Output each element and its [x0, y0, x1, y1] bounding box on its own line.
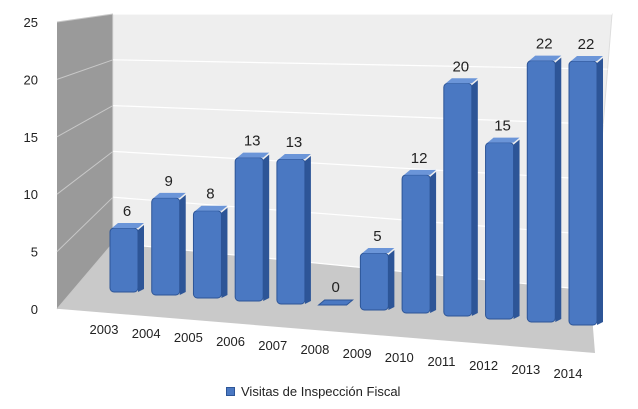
bar-top-2014 — [571, 56, 603, 61]
legend-swatch — [226, 387, 235, 396]
data-label-2014: 22 — [578, 36, 595, 53]
x-tick-label-2012: 2012 — [469, 358, 498, 373]
y-tick-label: 10 — [24, 187, 38, 202]
bar-top-2007 — [278, 154, 311, 160]
bar-side-2006 — [263, 154, 270, 301]
data-label-2010: 12 — [411, 150, 428, 167]
y-tick-label: 15 — [24, 130, 38, 145]
bar-2005 — [192, 210, 222, 299]
bar-side-2011 — [471, 80, 478, 316]
bar-side-2012 — [513, 139, 520, 319]
gridline-15 — [112, 105, 604, 125]
bar-2004 — [151, 197, 181, 296]
side-gridline-25 — [56, 13, 114, 23]
bar-2013 — [526, 60, 556, 323]
x-tick-label-2007: 2007 — [258, 338, 287, 353]
bar-side-2003 — [138, 225, 144, 292]
bar-2003 — [109, 227, 139, 293]
legend: Visitas de Inspección Fiscal — [226, 384, 400, 399]
bar-side-2005 — [221, 207, 228, 298]
bar-top-2005 — [195, 205, 228, 211]
x-tick-label-2005: 2005 — [174, 330, 203, 345]
legend-label: Visitas de Inspección Fiscal — [241, 384, 401, 399]
bar-2008 — [317, 299, 355, 306]
bar-2014 — [568, 60, 598, 326]
bar-2009 — [359, 252, 389, 311]
bar-side-2013 — [555, 57, 562, 323]
bar-top-2006 — [237, 152, 270, 158]
bar-top-2010 — [404, 169, 437, 175]
bar-side-2010 — [430, 171, 437, 313]
data-label-2006: 13 — [244, 133, 261, 150]
x-tick-label-2010: 2010 — [385, 350, 414, 365]
data-label-2009: 5 — [373, 228, 381, 245]
bar-2011 — [443, 82, 473, 317]
bar-top-2003 — [112, 223, 144, 228]
bar-top-2004 — [153, 192, 186, 198]
y-tick-label: 5 — [31, 245, 38, 260]
bar-top-2011 — [445, 78, 478, 84]
x-tick-label-2003: 2003 — [90, 322, 119, 337]
data-label-2003: 6 — [123, 203, 131, 220]
floor — [57, 243, 595, 353]
side-gridline-0 — [56, 242, 114, 310]
data-label-2013: 22 — [536, 36, 553, 53]
gridline-20 — [112, 59, 608, 70]
y-tick-label: 25 — [24, 15, 38, 30]
data-label-2011: 20 — [452, 58, 469, 75]
bar-2006 — [234, 157, 264, 302]
bar-side-2014 — [597, 58, 603, 325]
side-gridline-20 — [56, 59, 114, 80]
data-label-2004: 9 — [165, 173, 173, 190]
data-label-2005: 8 — [206, 186, 214, 203]
x-tick-label-2008: 2008 — [300, 342, 329, 357]
x-tick-label-2013: 2013 — [511, 362, 540, 377]
side-gridline-10 — [56, 151, 114, 195]
side-gridline-5 — [56, 196, 114, 252]
data-label-2012: 15 — [494, 118, 511, 135]
x-tick-label-2004: 2004 — [132, 326, 161, 341]
y-tick-label: 0 — [31, 302, 38, 317]
side-wall — [57, 14, 113, 309]
side-gridline-15 — [56, 105, 114, 138]
x-tick-label-2011: 2011 — [427, 354, 455, 369]
bar-top-2012 — [487, 137, 520, 143]
data-label-2008: 0 — [331, 279, 339, 296]
x-tick-label-2006: 2006 — [216, 334, 245, 349]
data-label-2007: 13 — [286, 134, 303, 151]
bar-2007 — [276, 158, 306, 305]
bar-side-2004 — [179, 194, 186, 295]
y-tick-label: 20 — [24, 72, 38, 87]
bar-2010 — [401, 174, 431, 314]
bar-top-2013 — [529, 55, 562, 61]
bar-side-2009 — [388, 250, 395, 310]
bar-side-2007 — [304, 156, 311, 304]
bar-top-2009 — [362, 248, 395, 254]
x-tick-label-2009: 2009 — [343, 346, 372, 361]
bar-2012 — [485, 142, 515, 320]
x-tick-label-2014: 2014 — [554, 366, 583, 380]
chart-canvas: 0 5 10 15 20 25 6 2003 9 2004 8 2005 13 2006 13 2007 0 20… — [24, 13, 613, 380]
